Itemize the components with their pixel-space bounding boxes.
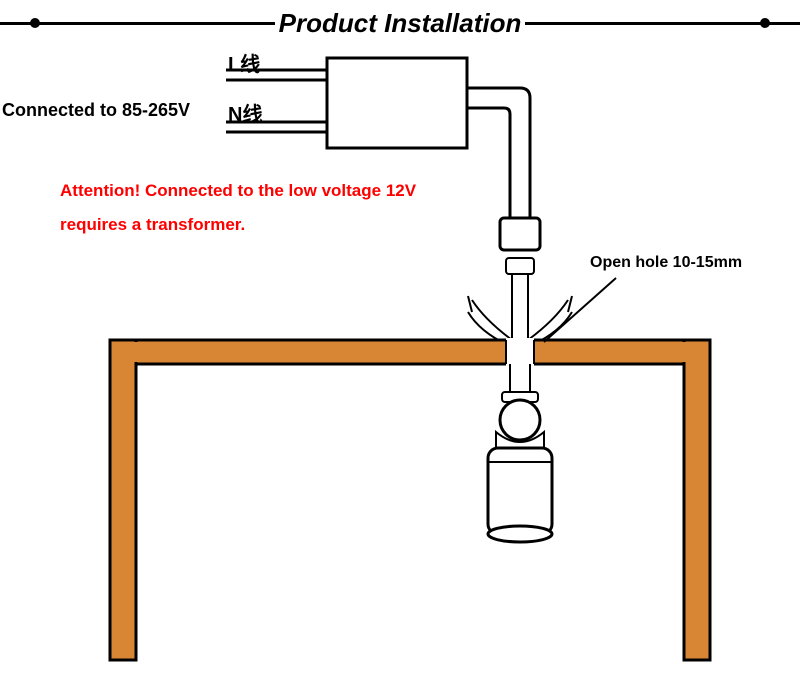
clip-right-tip <box>568 296 572 312</box>
table-leg-left <box>110 340 136 660</box>
clip-left <box>468 300 512 345</box>
light-ball-joint <box>500 400 540 440</box>
table-hole <box>506 338 534 366</box>
driver-box <box>327 58 467 148</box>
light-body <box>488 448 552 534</box>
installation-diagram <box>0 0 800 684</box>
connector-block <box>500 218 540 250</box>
callout-line <box>544 278 616 342</box>
output-conduit <box>467 88 530 218</box>
clip-left-tip <box>468 296 472 312</box>
light-lens <box>488 526 552 542</box>
connector-plug <box>506 258 534 274</box>
table-leg-right <box>684 340 710 660</box>
